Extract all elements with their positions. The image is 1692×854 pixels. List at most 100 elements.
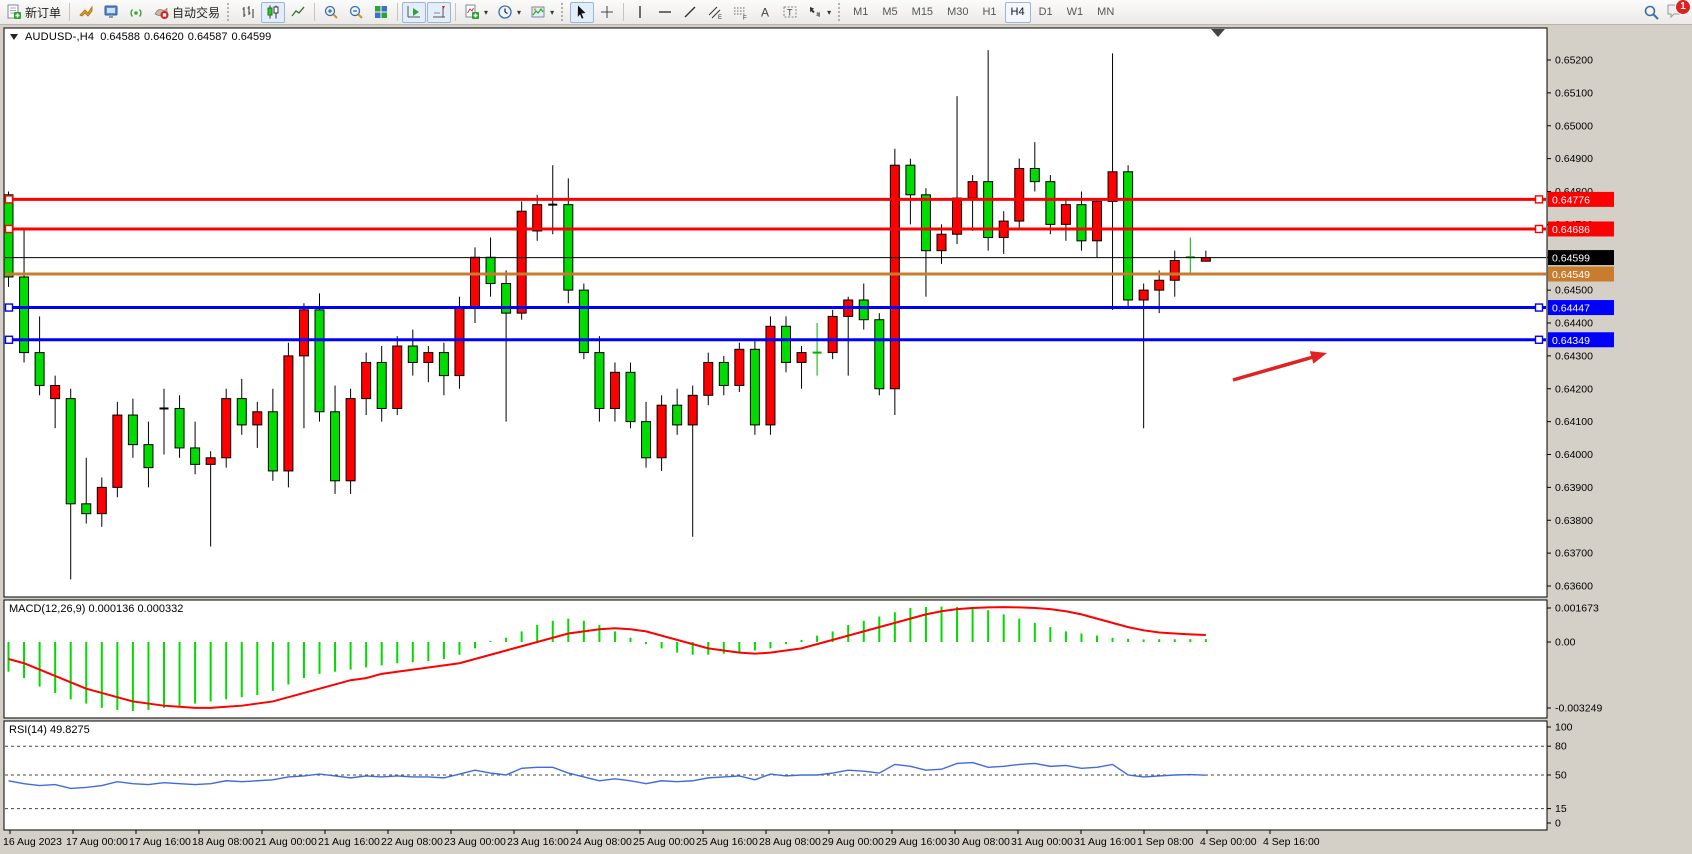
svg-text:0.64500: 0.64500 [1555, 285, 1593, 297]
tile-windows-button[interactable] [369, 2, 393, 23]
hline-0.64447[interactable] [4, 303, 1546, 312]
clock-icon [498, 5, 512, 19]
crosshair-icon [601, 6, 614, 18]
crosshair-button[interactable] [595, 2, 619, 23]
hline-handle[interactable] [4, 303, 14, 312]
search-icon[interactable] [1643, 4, 1660, 21]
svg-text:28 Aug 08:00: 28 Aug 08:00 [759, 836, 821, 848]
hline-handle[interactable] [1534, 303, 1544, 312]
market-watch-button[interactable] [74, 2, 98, 23]
svg-text:0.64776: 0.64776 [1552, 194, 1590, 206]
candlestick-chart-button[interactable] [261, 1, 286, 23]
svg-text:0.63900: 0.63900 [1555, 482, 1593, 494]
ohlc-high: 0.64620 [144, 31, 184, 43]
svg-text:80: 80 [1555, 741, 1567, 753]
price-badge-0.64549: 0.64549 [1548, 266, 1614, 282]
svg-text:29 Aug 00:00: 29 Aug 00:00 [822, 836, 884, 848]
ohlc-low: 0.64587 [187, 31, 228, 43]
svg-text:18 Aug 08:00: 18 Aug 08:00 [192, 836, 254, 848]
cursor-icon [577, 5, 586, 19]
signals-button[interactable] [124, 2, 148, 23]
new-order-icon [7, 4, 21, 19]
notifications-button[interactable]: 1 [1666, 0, 1691, 22]
fibonacci-button[interactable]: F [728, 2, 752, 23]
svg-text:0.65200: 0.65200 [1555, 55, 1593, 67]
shift-marker-icon[interactable] [1211, 29, 1225, 37]
macd-signal-line [8, 606, 1206, 709]
auto-trading-button[interactable]: 自动交易 [149, 2, 224, 23]
cursor-button[interactable] [570, 1, 595, 23]
svg-text:25 Aug 00:00: 25 Aug 00:00 [633, 836, 695, 848]
svg-text:0.63600: 0.63600 [1555, 581, 1593, 593]
arrows-objects-button[interactable]: ▾ [803, 2, 835, 23]
svg-text:31 Aug 00:00: 31 Aug 00:00 [1011, 836, 1073, 848]
svg-text:17 Aug 00:00: 17 Aug 00:00 [66, 836, 128, 848]
timeframe-w1[interactable]: W1 [1066, 6, 1084, 18]
equidistant-channel-icon: E [708, 6, 722, 20]
arrows-objects-icon [810, 7, 821, 17]
svg-text:0.65100: 0.65100 [1555, 87, 1593, 99]
timeframe-h4[interactable]: H4 [1004, 1, 1031, 23]
trendline-button[interactable] [678, 2, 702, 23]
rsi-indicator-label: RSI(14) 49.8275 [9, 724, 90, 736]
svg-text:100: 100 [1555, 722, 1573, 734]
svg-text:30 Aug 08:00: 30 Aug 08:00 [948, 836, 1010, 848]
symbol-dropdown-icon[interactable] [10, 33, 19, 41]
svg-text:0.64300: 0.64300 [1555, 350, 1593, 362]
new-order-label: 新订单 [25, 5, 62, 20]
timeframe-m15[interactable]: M15 [911, 6, 934, 18]
periods-button[interactable]: ▾ [493, 2, 525, 23]
hline-0.64776[interactable] [4, 195, 1546, 204]
line-chart-button[interactable] [286, 2, 310, 23]
timeframe-m5[interactable]: M5 [882, 6, 898, 18]
hline-0.64349[interactable] [4, 335, 1546, 344]
timeframe-m30[interactable]: M30 [947, 6, 969, 18]
svg-text:21 Aug 00:00: 21 Aug 00:00 [255, 836, 317, 848]
macd-pane [3, 599, 1548, 719]
hline-handle[interactable] [4, 195, 14, 204]
templates-dropdown-arrow: ▾ [550, 7, 555, 17]
zoom-out-button[interactable] [344, 2, 368, 23]
price-axis: 0.63600 0.63700 0.63800 0.63900 0.64000 0.641… [1547, 55, 1593, 593]
rsi-value: 49.8275 [49, 724, 90, 736]
svg-text:-0.003249: -0.003249 [1555, 703, 1602, 715]
svg-text:22 Aug 08:00: 22 Aug 08:00 [381, 836, 443, 848]
svg-text:21 Aug 16:00: 21 Aug 16:00 [318, 836, 380, 848]
hline-handle[interactable] [1534, 195, 1544, 204]
bar-chart-icon [242, 6, 254, 18]
bar-chart-button[interactable] [236, 2, 260, 23]
chart-shift-button[interactable] [427, 1, 452, 23]
arrows-dropdown-arrow: ▾ [827, 7, 832, 17]
auto-scroll-button[interactable] [402, 1, 427, 23]
hline-0.64686[interactable] [4, 224, 1546, 234]
indicators-button[interactable]: ▾ [460, 2, 492, 23]
zoom-in-button[interactable] [319, 2, 343, 23]
svg-text:0.64599: 0.64599 [1552, 253, 1590, 265]
timeframe-m1[interactable]: M1 [853, 6, 869, 18]
text-button[interactable]: A [753, 2, 777, 23]
timeframe-mn[interactable]: MN [1097, 6, 1115, 18]
vertical-line-button[interactable] [628, 2, 652, 23]
templates-button[interactable]: ▾ [526, 2, 558, 23]
horizontal-line-button[interactable] [653, 2, 677, 23]
svg-text:4 Sep 16:00: 4 Sep 16:00 [1263, 836, 1320, 848]
svg-text:50: 50 [1555, 770, 1567, 782]
trend-arrow[interactable] [1232, 351, 1327, 382]
hline-handle[interactable] [1534, 224, 1544, 234]
hline-handle[interactable] [1534, 335, 1544, 344]
new-order-button[interactable]: 新订单 [2, 2, 65, 23]
svg-text:0.63800: 0.63800 [1555, 515, 1593, 527]
equidistant-channel-button[interactable]: E [703, 2, 727, 23]
svg-text:0.64549: 0.64549 [1552, 269, 1590, 281]
timeframe-d1[interactable]: D1 [1038, 6, 1053, 18]
text-label-button[interactable]: T [778, 2, 802, 23]
price-badge-0.64776: 0.64776 [1548, 191, 1614, 207]
svg-text:A: A [761, 6, 769, 20]
hline-handle[interactable] [4, 335, 14, 344]
navigator-button[interactable] [99, 2, 123, 23]
price-badge-0.64686: 0.64686 [1548, 221, 1614, 237]
timeframe-h1[interactable]: H1 [982, 6, 997, 18]
hline-handle[interactable] [4, 224, 14, 234]
price-badge-0.64447: 0.64447 [1548, 300, 1614, 316]
